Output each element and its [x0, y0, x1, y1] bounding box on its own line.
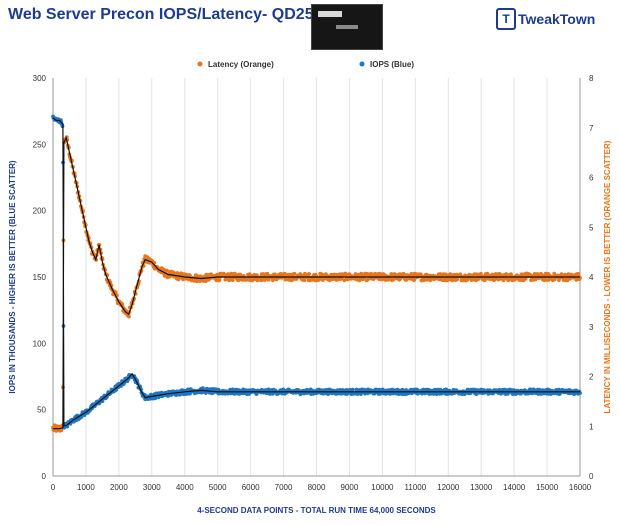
y-left-tick-label: 50 — [37, 406, 46, 415]
latency-average-line — [53, 135, 580, 430]
x-tick-label: 0 — [51, 483, 56, 492]
y-left-tick-label: 150 — [33, 273, 47, 282]
x-axis-label: 4-SECOND DATA POINTS - TOTAL RUN TIME 64… — [197, 506, 436, 515]
y-right-tick-label: 8 — [589, 74, 594, 83]
latency-point — [412, 278, 416, 283]
x-tick-label: 12000 — [437, 483, 460, 492]
latency-point — [418, 272, 423, 277]
latency-point — [523, 276, 528, 281]
legend-latency-marker — [197, 61, 203, 67]
legend-iops-marker — [359, 61, 365, 67]
y-left-tick-label: 100 — [33, 339, 47, 348]
tweaktown-logo-text: TweakTown — [518, 11, 596, 27]
tweaktown-logo-icon: T — [496, 8, 516, 30]
latency-point — [217, 277, 222, 282]
y-left-tick-label: 300 — [33, 74, 47, 83]
y-axis-left-label: IOPS IN THOUSANDS - HIGHER IS BETTER (BL… — [8, 160, 17, 394]
iops-average-line — [52, 117, 580, 427]
latency-point — [490, 272, 495, 277]
x-tick-label: 3000 — [143, 483, 161, 492]
x-tick-label: 2000 — [110, 483, 128, 492]
ssd-product-image — [311, 4, 383, 50]
latency-point — [270, 278, 275, 283]
latency-point — [292, 271, 297, 276]
x-tick-label: 8000 — [308, 483, 326, 492]
y-right-tick-label: 6 — [589, 174, 594, 183]
x-tick-label: 1000 — [77, 483, 95, 492]
latency-point — [344, 273, 348, 278]
latency-point — [479, 271, 483, 276]
y-right-tick-label: 4 — [589, 273, 594, 282]
latency-point — [501, 278, 506, 283]
y-right-tick-label: 7 — [589, 124, 594, 133]
latency-point — [126, 314, 131, 319]
latency-point — [59, 428, 64, 433]
latency-point — [393, 273, 398, 277]
y-right-tick-label: 1 — [589, 422, 594, 431]
x-tick-label: 13000 — [470, 483, 493, 492]
iops-point — [188, 391, 192, 396]
y-right-tick-label: 2 — [589, 373, 594, 382]
legend: Latency (Orange) IOPS (Blue) — [197, 60, 414, 69]
y-right-tick-label: 0 — [589, 472, 594, 481]
latency-point — [533, 277, 538, 282]
x-tick-label: 15000 — [536, 483, 559, 492]
y-right-tick-label: 3 — [589, 323, 594, 332]
x-tick-label: 10000 — [371, 483, 394, 492]
chart-title: Web Server Precon IOPS/Latency- QD256 — [8, 6, 323, 23]
y-left-tick-label: 250 — [33, 140, 47, 149]
y-left-tick-label: 0 — [42, 472, 47, 481]
x-tick-label: 11000 — [404, 483, 426, 492]
legend-latency-label: Latency (Orange) — [208, 60, 274, 69]
legend-iops-label: IOPS (Blue) — [370, 60, 414, 69]
x-tick-label: 9000 — [341, 483, 359, 492]
x-tick-label: 5000 — [209, 483, 227, 492]
tick-labels: 0 1000 2000 3000 4000 5000 6000 7000 8000 9000 100… — [33, 74, 594, 492]
latency-point — [307, 272, 311, 276]
x-tick-label: 4000 — [176, 483, 194, 492]
y-left-tick-label: 200 — [33, 207, 47, 216]
ssd-label — [318, 11, 342, 17]
y-axis-right-label: LATENCY IN MILLISECONDS - LOWER IS BETTE… — [603, 140, 612, 413]
y-right-tick-label: 5 — [589, 223, 594, 232]
x-tick-label: 14000 — [503, 483, 526, 492]
iops-point — [351, 387, 355, 392]
latency-point — [507, 277, 512, 282]
latency-point — [255, 273, 259, 277]
latency-point — [188, 273, 192, 278]
x-tick-label: 16000 — [569, 483, 592, 492]
ssd-text-strip — [336, 25, 358, 29]
average-lines — [52, 117, 580, 430]
x-tick-label: 6000 — [242, 483, 260, 492]
x-tick-label: 7000 — [275, 483, 293, 492]
tweaktown-logo: T TweakTown — [496, 8, 595, 32]
latency-point — [302, 278, 307, 283]
latency-point — [402, 272, 406, 277]
